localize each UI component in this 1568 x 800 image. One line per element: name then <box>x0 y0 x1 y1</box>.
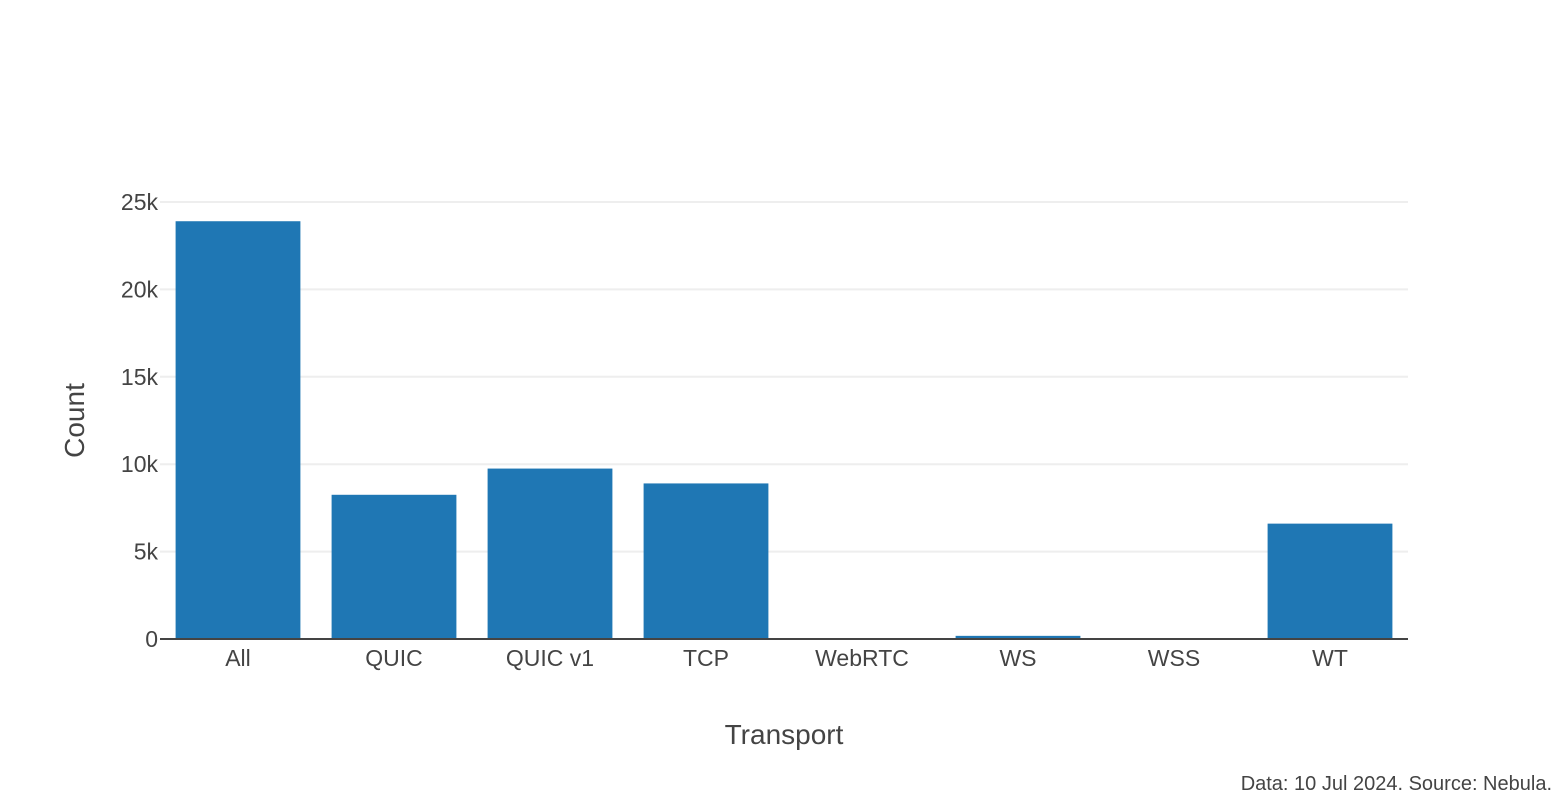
gridlines <box>160 201 1408 553</box>
x-tick-label: WebRTC <box>815 645 909 671</box>
y-axis-title: Count <box>59 383 90 458</box>
x-tick-labels: All QUIC QUIC v1 TCP WebRTC WS WSS WT <box>225 645 1348 671</box>
x-axis-title: Transport <box>725 719 844 750</box>
y-tick-label: 5k <box>134 539 159 565</box>
y-tick-label: 25k <box>121 189 159 215</box>
bar-ws <box>955 635 1081 639</box>
y-tick-label: 0 <box>145 626 158 652</box>
bar-all <box>175 221 301 639</box>
bars <box>175 221 1393 639</box>
bar-quic-v1 <box>487 468 613 639</box>
bar-quic <box>331 494 457 639</box>
bar-wt <box>1267 523 1393 639</box>
y-tick-label: 20k <box>121 276 159 302</box>
source-note: Data: 10 Jul 2024. Source: Nebula. <box>1240 773 1552 795</box>
x-tick-label: WT <box>1312 645 1348 671</box>
bar-tcp <box>643 483 769 639</box>
x-tick-label: All <box>225 645 251 671</box>
bar-chart: 0 5k 10k 15k 20k 25k All QUIC QUIC v1 TCP WebRTC W… <box>59 189 1408 750</box>
y-tick-labels: 0 5k 10k 15k 20k 25k <box>121 189 159 652</box>
x-tick-label: WS <box>999 645 1036 671</box>
y-tick-label: 10k <box>121 451 159 477</box>
x-tick-label: QUIC v1 <box>506 645 594 671</box>
x-tick-label: QUIC <box>365 645 423 671</box>
y-tick-label: 15k <box>121 364 159 390</box>
x-tick-label: TCP <box>683 645 729 671</box>
x-tick-label: WSS <box>1148 645 1200 671</box>
